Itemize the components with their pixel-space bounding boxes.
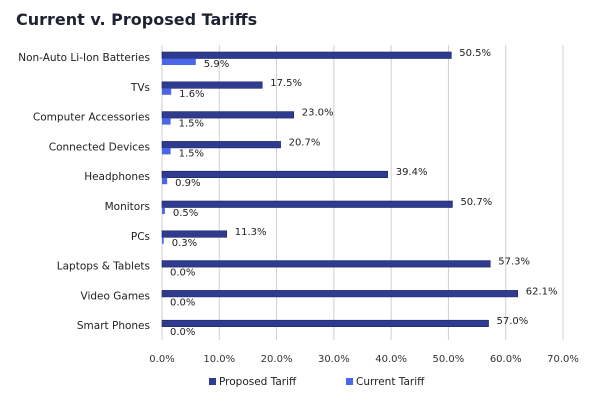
bar-current xyxy=(162,177,168,185)
data-label-proposed: 57.3% xyxy=(498,257,530,268)
data-label-current: 0.0% xyxy=(170,268,195,279)
data-label-proposed: 11.3% xyxy=(235,227,267,238)
x-tick-label: 30.0% xyxy=(318,354,350,365)
bar-proposed xyxy=(161,230,228,238)
bar-current xyxy=(162,88,172,95)
legend-label: Current Tariff xyxy=(356,376,425,388)
category-label: Monitors xyxy=(105,201,150,213)
data-label-current: 0.3% xyxy=(172,238,197,249)
bar-current xyxy=(162,147,171,155)
data-label-current: 0.0% xyxy=(170,297,195,308)
x-tick-label: 50.0% xyxy=(433,354,465,365)
category-label: Video Games xyxy=(81,290,151,302)
bar-proposed xyxy=(161,319,489,328)
data-label-proposed: 39.4% xyxy=(396,167,428,178)
data-label-proposed: 23.0% xyxy=(302,108,334,119)
category-label: Computer Accessories xyxy=(33,112,150,124)
legend-label: Proposed Tariff xyxy=(219,376,297,388)
data-label-proposed: 62.1% xyxy=(526,286,558,297)
data-label-proposed: 57.0% xyxy=(497,316,529,327)
data-label-proposed: 17.5% xyxy=(270,78,302,89)
category-label: Laptops & Tablets xyxy=(57,261,150,273)
data-label-current: 0.0% xyxy=(170,327,195,338)
legend-swatch xyxy=(346,378,353,385)
legend-swatch xyxy=(209,378,216,385)
category-label: TVs xyxy=(130,82,150,94)
data-label-current: 1.5% xyxy=(179,119,204,130)
data-label-current: 1.5% xyxy=(179,148,204,159)
x-tick-label: 40.0% xyxy=(375,354,407,365)
x-tick-label: 10.0% xyxy=(203,354,235,365)
bar-current xyxy=(162,207,165,214)
category-label: Non-Auto Li-Ion Batteries xyxy=(18,52,150,64)
bar-proposed xyxy=(161,51,452,59)
data-label-proposed: 20.7% xyxy=(289,137,321,148)
data-label-current: 0.9% xyxy=(175,178,200,189)
x-tick-label: 20.0% xyxy=(261,354,293,365)
bar-proposed xyxy=(161,141,281,149)
x-tick-label: 70.0% xyxy=(547,354,579,365)
bar-current xyxy=(162,237,164,244)
category-label: Headphones xyxy=(84,171,150,183)
x-tick-label: 0.0% xyxy=(149,354,174,365)
category-label: Smart Phones xyxy=(77,320,150,332)
bar-proposed xyxy=(161,260,491,268)
bar-proposed xyxy=(161,81,263,89)
chart-title: Current v. Proposed Tariffs xyxy=(16,10,258,29)
data-label-current: 1.6% xyxy=(179,89,204,100)
bar-proposed xyxy=(161,290,519,298)
bar-proposed xyxy=(161,200,453,208)
bar-proposed xyxy=(161,170,389,178)
x-tick-label: 60.0% xyxy=(490,354,522,365)
bar-current xyxy=(162,58,196,65)
data-label-current: 0.5% xyxy=(173,208,198,219)
category-label: PCs xyxy=(131,231,150,243)
bar-proposed xyxy=(161,111,295,119)
data-label-current: 5.9% xyxy=(204,59,229,70)
data-label-proposed: 50.7% xyxy=(460,197,492,208)
bar-current xyxy=(162,118,171,125)
data-label-proposed: 50.5% xyxy=(459,48,491,59)
category-label: Connected Devices xyxy=(49,141,150,153)
